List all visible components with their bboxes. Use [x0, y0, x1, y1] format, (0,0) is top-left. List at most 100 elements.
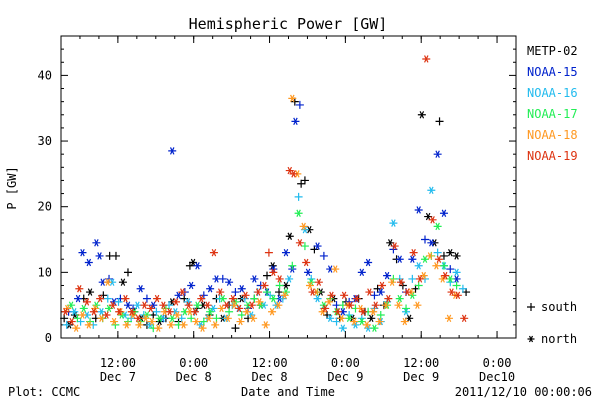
data-point-noaa-18-46 — [356, 304, 365, 313]
data-point-noaa-15-27 — [237, 285, 246, 293]
data-point-noaa-15-24 — [218, 274, 227, 283]
data-point-noaa-15-2 — [78, 248, 87, 257]
x-tick-date-2: Dec 8 — [251, 370, 287, 384]
data-point-noaa-19-21 — [197, 294, 206, 303]
y-axis-label: P [GW] — [5, 166, 19, 209]
data-point-noaa-16-23 — [209, 304, 218, 313]
data-point-noaa-15-16 — [168, 147, 177, 155]
data-point-metp-02-33 — [263, 271, 272, 280]
data-point-noaa-18-47 — [362, 321, 371, 329]
data-point-metp-02-59 — [417, 111, 426, 119]
data-point-noaa-19-23 — [209, 248, 218, 257]
data-point-noaa-19-63 — [460, 314, 469, 323]
data-point-noaa-17-24 — [218, 294, 227, 303]
data-point-noaa-17-22 — [206, 308, 215, 316]
plot-frame — [60, 35, 517, 339]
data-point-noaa-19-37 — [295, 239, 304, 247]
data-point-metp-02-38 — [290, 97, 299, 106]
data-point-noaa-18-41 — [324, 298, 333, 306]
data-point-noaa-18-58 — [432, 262, 441, 270]
data-point-noaa-17-49 — [376, 311, 385, 320]
data-point-noaa-18-59 — [438, 275, 447, 283]
series-noaa-17 — [67, 209, 461, 333]
data-point-metp-02-6 — [99, 291, 108, 300]
data-point-noaa-15-12 — [136, 285, 145, 293]
data-point-noaa-17-25 — [225, 307, 234, 316]
series-metp-02 — [60, 97, 471, 333]
data-point-noaa-16-62 — [458, 284, 467, 293]
data-point-noaa-15-47 — [364, 258, 373, 267]
data-point-noaa-19-11 — [134, 314, 143, 323]
marker-legend-symbol-north — [527, 335, 535, 343]
data-point-noaa-19-36 — [289, 170, 298, 178]
data-point-noaa-18-35 — [288, 94, 297, 103]
data-point-noaa-17-48 — [370, 324, 379, 332]
data-point-noaa-17-53 — [402, 304, 411, 313]
data-point-noaa-15-50 — [383, 271, 392, 280]
data-point-noaa-15-57 — [427, 239, 436, 247]
data-point-noaa-16-39 — [313, 294, 322, 303]
data-point-noaa-19-22 — [203, 301, 212, 309]
data-point-noaa-19-50 — [378, 281, 387, 290]
data-point-noaa-19-4 — [89, 308, 98, 316]
data-point-noaa-19-8 — [115, 308, 124, 316]
data-point-noaa-19-41 — [321, 304, 330, 313]
data-point-noaa-18-26 — [230, 301, 239, 309]
data-point-noaa-17-29 — [250, 294, 259, 303]
data-point-noaa-19-54 — [403, 288, 412, 296]
chart-title: Hemispheric Power [GW] — [189, 15, 388, 33]
data-point-noaa-18-53 — [400, 317, 409, 326]
data-point-noaa-19-55 — [409, 248, 418, 257]
y-tick-label-4: 40 — [38, 68, 52, 82]
data-point-noaa-19-42 — [327, 291, 336, 300]
data-point-noaa-19-56 — [415, 275, 424, 283]
data-point-noaa-19-39 — [308, 288, 317, 296]
data-point-noaa-19-53 — [396, 278, 405, 286]
data-point-noaa-15-21 — [199, 291, 208, 300]
data-point-noaa-18-24 — [217, 304, 226, 313]
data-point-noaa-16-11 — [133, 301, 142, 309]
legend-entry-noaa-19: NOAA-19 — [527, 149, 578, 163]
data-point-noaa-17-60 — [446, 275, 455, 283]
data-point-noaa-19-5 — [96, 294, 105, 303]
data-point-noaa-18-2 — [78, 311, 87, 319]
data-point-noaa-16-57 — [427, 186, 436, 194]
marker-legend-symbol-south — [527, 303, 535, 311]
data-point-metp-02-35 — [275, 288, 284, 297]
y-tick-label-1: 10 — [38, 265, 52, 279]
data-point-noaa-16-61 — [452, 268, 461, 277]
data-point-noaa-19-9 — [121, 294, 130, 303]
data-point-noaa-19-16 — [165, 308, 174, 316]
data-point-noaa-18-23 — [211, 321, 220, 329]
data-point-noaa-17-44 — [345, 314, 354, 323]
data-point-noaa-17-46 — [357, 317, 366, 326]
data-point-noaa-18-16 — [166, 321, 175, 329]
data-point-noaa-18-9 — [122, 321, 131, 329]
data-point-noaa-19-20 — [190, 308, 199, 316]
data-point-metp-02-9 — [118, 278, 127, 286]
data-point-noaa-18-30 — [255, 298, 264, 306]
data-point-noaa-19-30 — [254, 288, 263, 296]
data-point-noaa-15-37 — [295, 100, 304, 109]
data-point-noaa-18-21 — [198, 324, 207, 332]
data-point-noaa-19-25 — [222, 301, 231, 309]
data-point-noaa-18-37 — [299, 222, 308, 231]
data-point-noaa-15-56 — [421, 235, 429, 244]
data-point-noaa-18-5 — [97, 314, 106, 323]
data-point-noaa-19-2 — [75, 285, 84, 293]
data-point-noaa-19-58 — [428, 216, 437, 224]
x-tick-date-1: Dec 8 — [176, 370, 212, 384]
data-point-noaa-19-6 — [102, 311, 111, 319]
series-noaa-15 — [64, 100, 461, 323]
data-point-noaa-18-50 — [381, 301, 390, 309]
data-point-noaa-16-35 — [285, 275, 294, 283]
data-point-noaa-19-27 — [235, 304, 244, 313]
data-point-noaa-17-33 — [275, 281, 284, 290]
data-point-metp-02-39 — [297, 179, 306, 188]
data-point-noaa-18-29 — [249, 314, 258, 323]
series-noaa-18 — [63, 94, 460, 332]
data-point-noaa-15-58 — [433, 150, 442, 158]
data-point-noaa-17-58 — [433, 222, 442, 231]
data-point-noaa-19-34 — [275, 275, 284, 283]
data-point-noaa-17-37 — [300, 242, 309, 251]
